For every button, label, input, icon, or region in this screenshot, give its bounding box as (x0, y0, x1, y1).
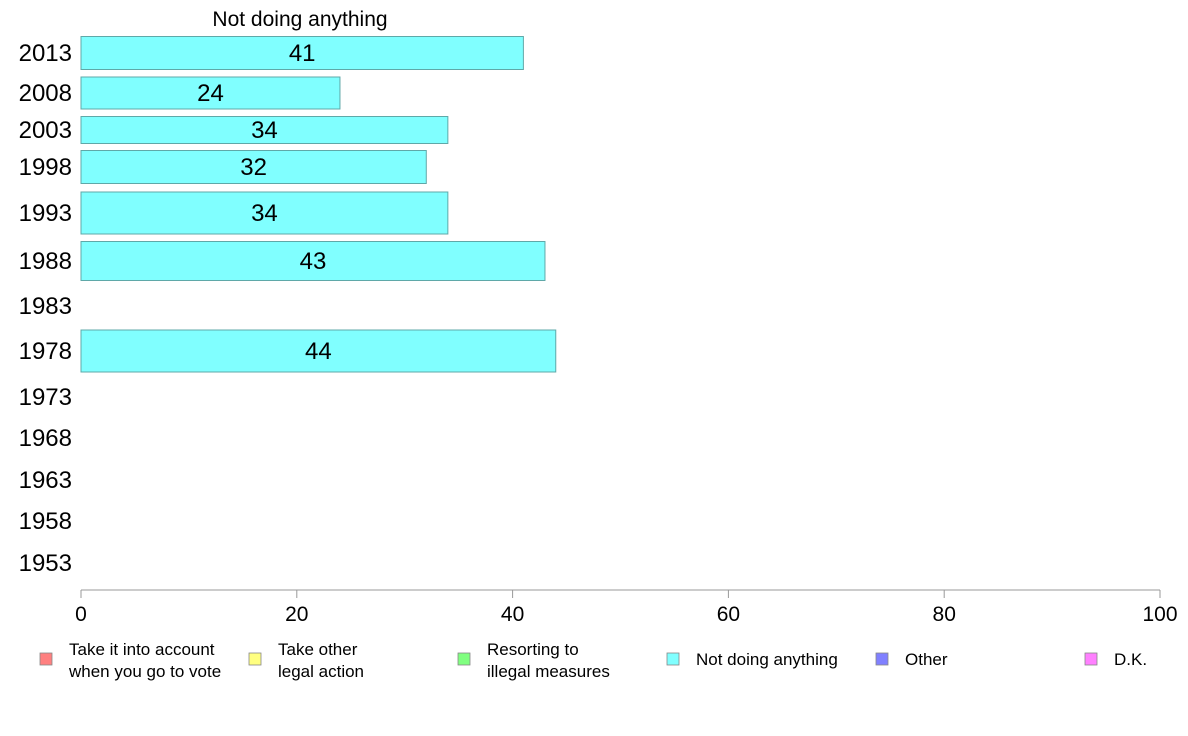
x-tick-label-80: 80 (933, 603, 956, 626)
bar-2013 (80, 36, 524, 70)
legend-label-5: D.K. (1114, 650, 1147, 669)
y-tick-label-2008: 2008 (19, 80, 72, 107)
bar-1998 (80, 150, 427, 184)
legend-swatch-2 (457, 652, 471, 666)
legend-label-0-line-0: Take it into account (69, 640, 215, 659)
y-tick-label-1983: 1983 (19, 293, 72, 320)
bar-1988 (80, 241, 546, 281)
data-label-1998: 32 (240, 154, 267, 181)
x-tick-label-0: 0 (75, 603, 87, 626)
x-axis: 0 20 40 60 80 100 (75, 589, 1178, 626)
y-tick-label-1993: 1993 (19, 200, 72, 227)
legend-label-2-line-0: Resorting to (487, 640, 579, 659)
data-label-2013: 41 (289, 40, 316, 67)
y-tick-label-1988: 1988 (19, 248, 72, 275)
legend-label-3: Not doing anything (696, 650, 838, 669)
legend-label-1-line-0: Take other (278, 640, 358, 659)
legend-label-2-line-1: illegal measures (487, 662, 610, 681)
data-label-2008: 24 (197, 80, 224, 107)
legend-label-1-line-1: legal action (278, 662, 364, 681)
bar-1993 (80, 191, 449, 235)
y-tick-label-2003: 2003 (19, 117, 72, 144)
x-tick-label-100: 100 (1142, 603, 1177, 626)
legend-label-4: Other (905, 650, 948, 669)
data-label-1988: 43 (300, 248, 327, 275)
y-tick-label-2013: 2013 (19, 40, 72, 67)
x-tick-label-60: 60 (717, 603, 740, 626)
legend-swatch-4 (875, 652, 889, 666)
data-label-1993: 34 (251, 200, 278, 227)
y-tick-label-1998: 1998 (19, 154, 72, 181)
y-tick-label-1958: 1958 (19, 508, 72, 535)
x-tick-label-40: 40 (501, 603, 524, 626)
legend-swatch-5 (1084, 652, 1098, 666)
bars-layer: 41 24 34 32 34 43 44 (80, 36, 557, 373)
legend-swatch-0 (39, 652, 53, 666)
bar-2003 (80, 116, 449, 144)
bar-1978 (80, 329, 557, 373)
legend: Take it into account when you go to vote T… (39, 640, 1147, 681)
y-tick-label-1973: 1973 (19, 384, 72, 411)
legend-swatch-1 (248, 652, 262, 666)
y-tick-label-1963: 1963 (19, 467, 72, 494)
y-tick-label-1978: 1978 (19, 338, 72, 365)
legend-label-0-line-1: when you go to vote (68, 662, 221, 681)
y-tick-label-1968: 1968 (19, 425, 72, 452)
legend-swatch-3 (666, 652, 680, 666)
chart-title: Not doing anything (212, 8, 387, 31)
bar-2008 (80, 76, 341, 110)
data-label-2003: 34 (251, 117, 278, 144)
data-label-1978: 44 (305, 338, 332, 365)
y-axis-labels: 2013 2008 2003 1998 1993 1988 1983 1978 1973 1968… (19, 40, 72, 577)
y-tick-label-1953: 1953 (19, 550, 72, 577)
x-tick-label-20: 20 (285, 603, 308, 626)
